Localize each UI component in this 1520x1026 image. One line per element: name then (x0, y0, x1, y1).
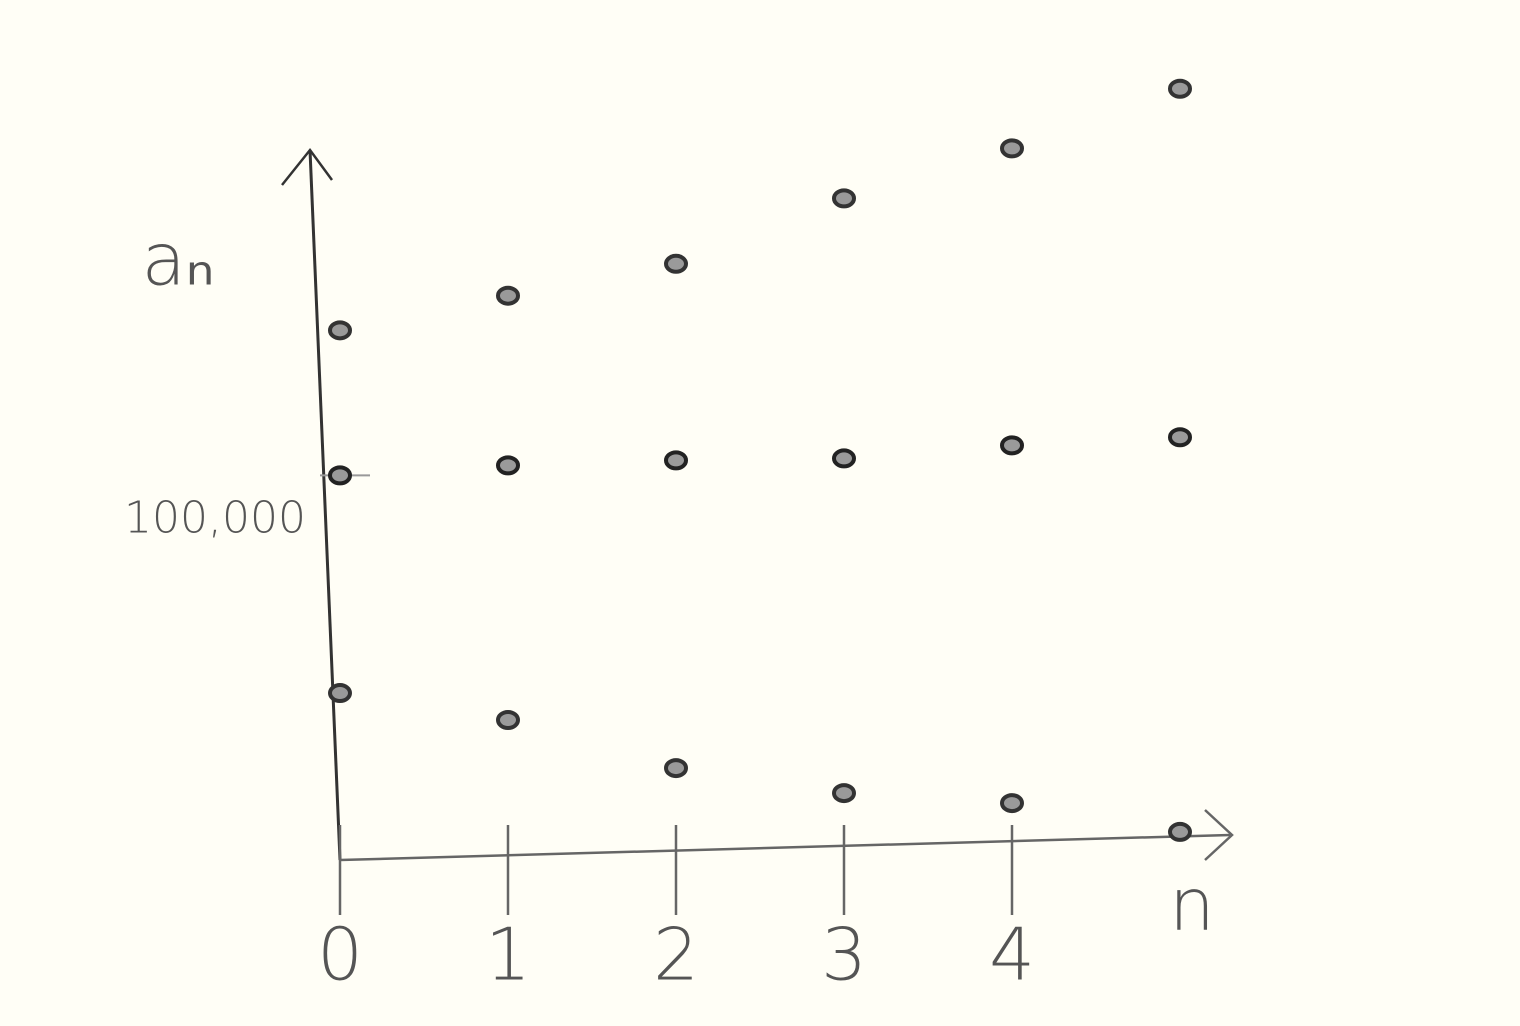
data-point (1000, 138, 1024, 159)
x-tick-label: 0 (317, 913, 363, 997)
data-point (664, 450, 688, 471)
y-axis-label: aₙ (142, 218, 215, 302)
data-point (832, 188, 856, 209)
data-point (664, 253, 688, 274)
data-point (328, 683, 352, 704)
data-point (832, 448, 856, 469)
data-point (1000, 793, 1024, 814)
x-tick-label: 1 (485, 913, 531, 997)
x-tick-label: 3 (821, 913, 867, 997)
data-point (1168, 821, 1192, 842)
data-point (664, 758, 688, 779)
data-point (496, 285, 520, 306)
data-point (1168, 78, 1192, 99)
x-axis-label: n (1169, 863, 1215, 947)
data-point (328, 465, 352, 486)
x-tick-label: 2 (653, 913, 699, 997)
data-point (1168, 427, 1192, 448)
data-point (1000, 435, 1024, 456)
data-point (496, 709, 520, 730)
data-point (328, 320, 352, 341)
x-axis-arrow (1204, 809, 1234, 861)
y-axis-arrow (281, 147, 334, 186)
y-tick-label: 100,000 (124, 492, 306, 543)
x-axis (339, 833, 1231, 862)
x-tick-label: 4 (989, 913, 1035, 997)
data-point (496, 455, 520, 476)
data-point (832, 783, 856, 804)
y-axis (308, 149, 342, 861)
